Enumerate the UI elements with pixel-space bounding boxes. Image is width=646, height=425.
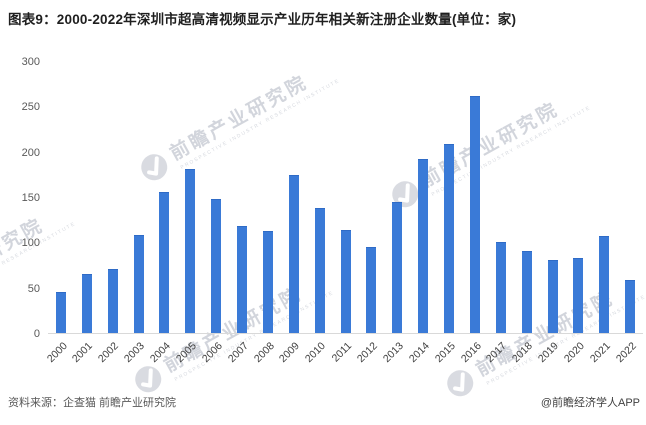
bar-2003 bbox=[133, 235, 144, 333]
x-axis-tick-label: 2004 bbox=[147, 340, 173, 366]
x-axis-tick-label: 2000 bbox=[44, 340, 70, 366]
bar-column-2007: 2007 bbox=[226, 62, 255, 365]
bar-column-2003: 2003 bbox=[122, 62, 152, 365]
bar-column-2021: 2021 bbox=[588, 62, 617, 365]
bar-column-2020: 2020 bbox=[562, 62, 592, 365]
x-axis-tick-label: 2020 bbox=[561, 340, 587, 366]
x-axis-tick-label: 2005 bbox=[173, 340, 199, 366]
bar-2015 bbox=[444, 143, 455, 333]
bar-2005 bbox=[185, 168, 196, 333]
y-axis-tick-label: 200 bbox=[21, 146, 40, 159]
bar-column-2016: 2016 bbox=[458, 62, 488, 365]
x-axis-tick-label: 2015 bbox=[432, 340, 458, 366]
bar-column-2008: 2008 bbox=[251, 62, 281, 365]
x-axis-tick-label: 2011 bbox=[329, 340, 355, 365]
bar-column-2002: 2002 bbox=[96, 62, 126, 365]
x-axis-tick-label: 2014 bbox=[406, 340, 432, 366]
bar-column-2013: 2013 bbox=[381, 62, 410, 365]
x-axis-tick-label: 2016 bbox=[458, 340, 484, 366]
bar-column-2001: 2001 bbox=[70, 62, 100, 365]
bar-2006 bbox=[211, 198, 222, 333]
data-source-label: 资料来源：企查猫 前瞻产业研究院 bbox=[8, 397, 177, 409]
bar-column-2010: 2010 bbox=[303, 62, 333, 365]
bar-2008 bbox=[262, 231, 273, 333]
bar-column-2011: 2011 bbox=[330, 62, 359, 364]
y-axis-tick-label: 300 bbox=[21, 56, 40, 68]
y-axis-tick-label: 50 bbox=[27, 282, 40, 295]
bar-2010 bbox=[314, 207, 325, 333]
plot-area: 2000 2001 2002 2003 2004 2005 2006 2007 2008 2009… bbox=[44, 62, 643, 365]
x-axis-tick-label: 2009 bbox=[277, 340, 303, 366]
bar-column-2018: 2018 bbox=[510, 62, 540, 365]
bar-2000 bbox=[55, 292, 66, 333]
bar-column-2005: 2005 bbox=[174, 62, 203, 365]
bar-column-2012: 2012 bbox=[355, 62, 385, 365]
bar-column-2006: 2006 bbox=[200, 62, 229, 365]
bar-2002 bbox=[107, 268, 118, 333]
bar-2016 bbox=[469, 96, 480, 333]
bar-2011 bbox=[340, 229, 351, 333]
bar-column-2004: 2004 bbox=[148, 62, 178, 365]
bar-2020 bbox=[573, 257, 584, 333]
bar-column-2015: 2015 bbox=[433, 62, 462, 365]
y-axis-tick-label: 100 bbox=[21, 237, 40, 250]
x-axis-tick-label: 2012 bbox=[354, 340, 380, 366]
bar-2012 bbox=[366, 246, 377, 333]
x-axis-tick-label: 2021 bbox=[587, 340, 613, 366]
x-axis-tick-label: 2018 bbox=[510, 340, 536, 366]
credit-label: @前瞻经济学人APP bbox=[540, 397, 640, 409]
x-axis-tick-label: 2017 bbox=[484, 340, 510, 366]
bar-column-2017: 2017 bbox=[484, 62, 514, 365]
bar-2021 bbox=[599, 236, 610, 333]
bar-2017 bbox=[495, 242, 506, 333]
x-axis-tick-label: 2022 bbox=[613, 340, 639, 366]
watermark-logo-icon bbox=[135, 366, 162, 393]
x-axis-tick-label: 2002 bbox=[96, 340, 122, 366]
bar-2019 bbox=[547, 259, 558, 333]
bar-2009 bbox=[288, 175, 299, 333]
bar-column-2022: 2022 bbox=[614, 62, 643, 365]
x-axis-tick-label: 2006 bbox=[199, 340, 225, 366]
y-axis-tick-label: 150 bbox=[21, 192, 40, 204]
bar-2013 bbox=[392, 201, 403, 333]
x-axis-tick-label: 2003 bbox=[122, 340, 148, 366]
x-axis-tick-label: 2008 bbox=[251, 340, 277, 366]
x-axis-tick-label: 2001 bbox=[70, 340, 96, 366]
bar-column-2014: 2014 bbox=[407, 62, 436, 365]
bar-2018 bbox=[521, 250, 532, 333]
x-axis-tick-label: 2013 bbox=[380, 340, 406, 366]
chart-title: 图表9：2000-2022年深圳市超高清视频显示产业历年相关新注册企业数量(单位… bbox=[8, 12, 517, 27]
x-axis-tick-label: 2010 bbox=[303, 340, 329, 366]
x-axis-tick-label: 2019 bbox=[536, 340, 562, 366]
bar-column-2000: 2000 bbox=[44, 62, 74, 365]
bar-2014 bbox=[418, 158, 429, 333]
bar-column-2019: 2019 bbox=[536, 62, 566, 365]
bar-2007 bbox=[237, 226, 248, 333]
bar-2004 bbox=[159, 192, 170, 333]
y-axis-tick-label: 250 bbox=[21, 101, 40, 114]
x-axis-tick-label: 2007 bbox=[225, 340, 251, 366]
bar-column-2009: 2009 bbox=[277, 62, 307, 365]
chart-footer: 资料来源：企查猫 前瞻产业研究院 @前瞻经济学人APP bbox=[8, 394, 640, 410]
bar-2001 bbox=[81, 274, 92, 333]
y-axis-tick-label: 0 bbox=[33, 328, 40, 340]
bar-2022 bbox=[625, 279, 636, 333]
